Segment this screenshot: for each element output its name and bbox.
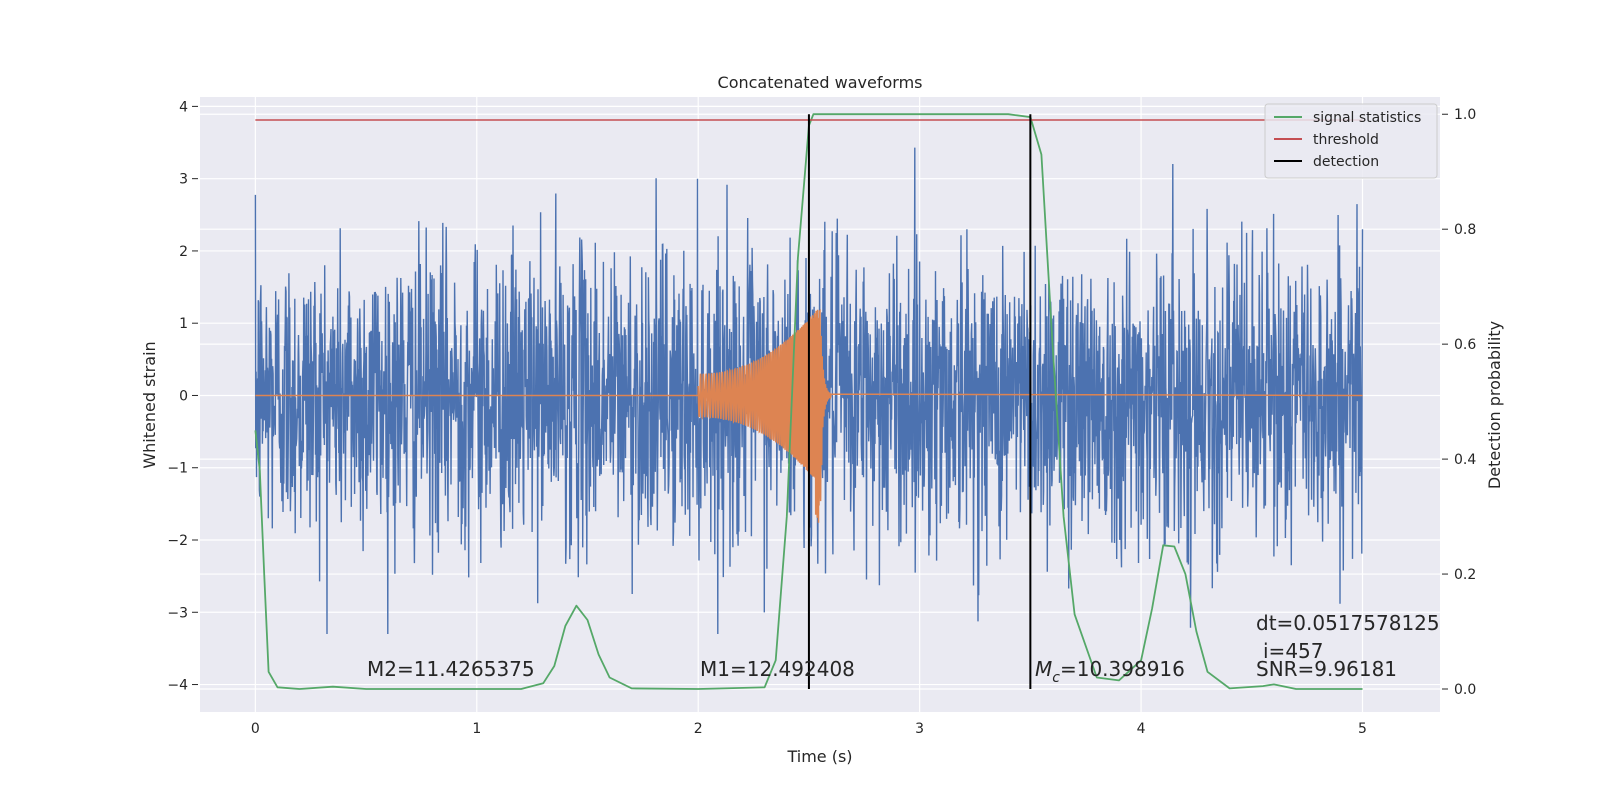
legend-box (1264, 103, 1438, 179)
signal-statistics-line (254, 113, 1363, 690)
y-tick-label: 3 (179, 172, 188, 188)
y-tick-label: 2 (179, 244, 188, 260)
x-tick-label: 3 (915, 721, 924, 737)
y-ticks: −4 −3 −2 −1 0 1 2 3 4 (167, 99, 198, 694)
y-tick-label: 4 (179, 99, 188, 115)
y2-tick-label: 0.2 (1454, 567, 1476, 583)
y2-tick-label: 0.4 (1454, 452, 1476, 468)
annotation-chirp-mass: Mc=10.398916 (1035, 657, 1185, 686)
annotation-chirp-mass-symbol: M (1035, 657, 1052, 681)
x-tick-label: 1 (472, 721, 481, 737)
legend-label-detection: detection (1313, 154, 1379, 170)
detection-lines (807, 114, 1032, 690)
legend-label-statistics: signal statistics (1313, 110, 1421, 126)
y-tick-label: −1 (167, 461, 188, 477)
annotation-chirp-mass-value: =10.398916 (1060, 657, 1185, 681)
annotation-m1: M1=12.492408 (700, 657, 855, 681)
annotation-m2: M2=11.4265375 (367, 657, 535, 681)
annotation-index: i=457 (1263, 639, 1324, 663)
annotation-dt: dt=0.0517578125 (1256, 611, 1440, 635)
x-tick-label: 0 (251, 721, 260, 737)
legend-label-threshold: threshold (1313, 132, 1379, 148)
y-tick-label: −4 (167, 678, 188, 694)
y2-ticks: 0.0 0.2 0.4 0.6 0.8 1.0 (1442, 107, 1476, 698)
y-tick-label: 1 (179, 316, 188, 332)
annotations: M2=11.4265375 M1=12.492408 Mc=10.398916 … (367, 611, 1440, 686)
y2-tick-label: 0.6 (1454, 337, 1476, 353)
y-tick-label: −2 (167, 533, 188, 549)
annotation-snr: SNR=9.96181 (1256, 657, 1397, 681)
y-axis-title: Whitened strain (140, 341, 159, 468)
annotation-chirp-mass-subscript: c (1052, 670, 1060, 686)
y-tick-label: −3 (167, 605, 188, 621)
y2-tick-label: 1.0 (1454, 107, 1476, 123)
signal-statistics-series (254, 113, 1363, 690)
chart-title: Concatenated waveforms (718, 73, 923, 92)
x-axis-title: Time (s) (786, 747, 852, 766)
x-tick-label: 4 (1137, 721, 1146, 737)
legend: signal statistics threshold detection (1264, 103, 1438, 179)
y-tick-label: 0 (179, 388, 188, 404)
x-ticks: 0 1 2 3 4 5 (251, 721, 1367, 737)
x-tick-label: 5 (1358, 721, 1367, 737)
y2-axis-title: Detection probability (1485, 321, 1504, 489)
y2-tick-label: 0.8 (1454, 222, 1476, 238)
y2-tick-label: 0.0 (1454, 682, 1476, 698)
x-tick-label: 2 (694, 721, 703, 737)
